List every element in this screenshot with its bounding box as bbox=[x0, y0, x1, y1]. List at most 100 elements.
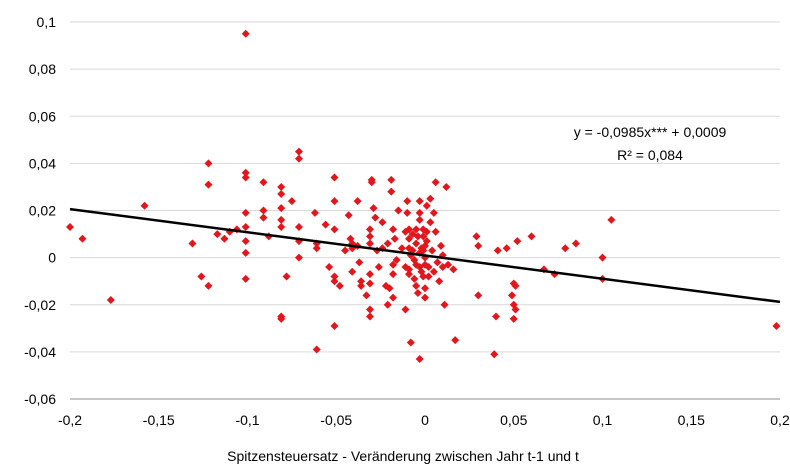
y-tick-label: -0,06 bbox=[24, 391, 56, 407]
data-point bbox=[259, 178, 268, 187]
data-point bbox=[406, 338, 415, 347]
data-point bbox=[294, 147, 303, 156]
data-points bbox=[66, 29, 781, 363]
trendline bbox=[69, 207, 781, 304]
data-point bbox=[355, 258, 364, 267]
y-tick-label: 0,1 bbox=[37, 14, 57, 30]
data-point bbox=[389, 260, 398, 269]
data-point bbox=[429, 267, 438, 276]
data-point bbox=[365, 279, 374, 288]
data-point bbox=[325, 263, 334, 272]
equation-label: y = -0,0985x*** + 0,0009 bbox=[574, 124, 727, 140]
data-point bbox=[449, 265, 458, 274]
data-point bbox=[413, 232, 422, 241]
x-tick-label: 0,2 bbox=[770, 412, 790, 428]
data-point bbox=[405, 234, 414, 243]
x-tick-label: -0,05 bbox=[320, 412, 352, 428]
data-point bbox=[607, 215, 616, 224]
data-point bbox=[378, 218, 387, 227]
data-point bbox=[561, 244, 570, 253]
x-axis-label: Spitzensteuersatz - Veränderung zwischen… bbox=[227, 448, 579, 464]
y-tick-label: 0 bbox=[48, 250, 56, 266]
data-point bbox=[277, 190, 286, 199]
data-point bbox=[412, 225, 421, 234]
data-point bbox=[493, 246, 502, 255]
data-point bbox=[571, 239, 580, 248]
data-point bbox=[241, 168, 250, 177]
data-point bbox=[213, 230, 222, 239]
data-point bbox=[390, 234, 399, 243]
data-point bbox=[371, 213, 380, 222]
data-point bbox=[241, 222, 250, 231]
x-tick-labels: -0,2 -0,15 -0,1 -0,05 0 0,05 0,1 0,15 0,2 bbox=[58, 412, 790, 428]
y-tick-label: -0,04 bbox=[24, 344, 56, 360]
data-point bbox=[397, 244, 406, 253]
data-point bbox=[431, 227, 440, 236]
data-point bbox=[330, 272, 339, 281]
data-point bbox=[330, 197, 339, 206]
data-point bbox=[429, 208, 438, 217]
data-point bbox=[204, 159, 213, 168]
data-point bbox=[204, 180, 213, 189]
data-point bbox=[527, 232, 536, 241]
data-point bbox=[435, 277, 444, 286]
x-tick-label: -0,2 bbox=[58, 412, 82, 428]
data-point bbox=[389, 270, 398, 279]
data-point bbox=[440, 300, 449, 309]
data-point bbox=[387, 187, 396, 196]
data-point bbox=[357, 281, 366, 290]
data-point bbox=[241, 208, 250, 217]
data-point bbox=[511, 305, 520, 314]
data-point bbox=[401, 305, 410, 314]
data-point bbox=[426, 194, 435, 203]
data-point bbox=[369, 204, 378, 213]
data-point bbox=[415, 197, 424, 206]
data-point bbox=[490, 350, 499, 359]
data-point bbox=[294, 154, 303, 163]
data-point bbox=[374, 263, 383, 272]
data-point bbox=[392, 255, 401, 264]
data-point bbox=[422, 227, 431, 236]
data-point bbox=[421, 293, 429, 302]
gridlines bbox=[70, 21, 780, 400]
data-point bbox=[362, 291, 371, 300]
data-point bbox=[365, 312, 374, 321]
data-point bbox=[367, 178, 376, 187]
data-point bbox=[312, 345, 321, 354]
y-tick-label: 0,08 bbox=[29, 61, 56, 77]
data-point bbox=[422, 237, 431, 246]
x-tick-label: -0,15 bbox=[143, 412, 175, 428]
data-point bbox=[444, 260, 453, 269]
data-point bbox=[513, 237, 522, 246]
data-point bbox=[405, 265, 414, 274]
data-point bbox=[277, 314, 286, 323]
data-point bbox=[330, 321, 339, 330]
data-point bbox=[511, 281, 520, 290]
data-point bbox=[507, 291, 516, 300]
data-point bbox=[78, 234, 87, 243]
data-point bbox=[348, 267, 357, 276]
data-point bbox=[287, 197, 296, 206]
data-point bbox=[282, 272, 291, 281]
data-point bbox=[259, 206, 268, 215]
r-squared-label: R² = 0,084 bbox=[617, 147, 683, 163]
data-point bbox=[330, 225, 339, 234]
data-point bbox=[312, 244, 321, 253]
data-point bbox=[66, 222, 74, 231]
data-point bbox=[412, 281, 421, 290]
data-point bbox=[241, 173, 250, 182]
data-point bbox=[428, 246, 437, 255]
data-point bbox=[419, 272, 428, 281]
data-point bbox=[365, 225, 374, 234]
y-tick-labels: -0,06 -0,04 -0,02 0 0,02 0,04 0,06 0,08 0,1 bbox=[24, 14, 56, 407]
data-point bbox=[365, 305, 374, 314]
data-point bbox=[383, 239, 392, 248]
data-point bbox=[197, 272, 206, 281]
data-point bbox=[330, 277, 339, 286]
data-point bbox=[344, 211, 353, 220]
data-point bbox=[259, 213, 268, 222]
data-point bbox=[385, 284, 394, 293]
data-point bbox=[383, 300, 392, 309]
data-point bbox=[321, 220, 330, 229]
